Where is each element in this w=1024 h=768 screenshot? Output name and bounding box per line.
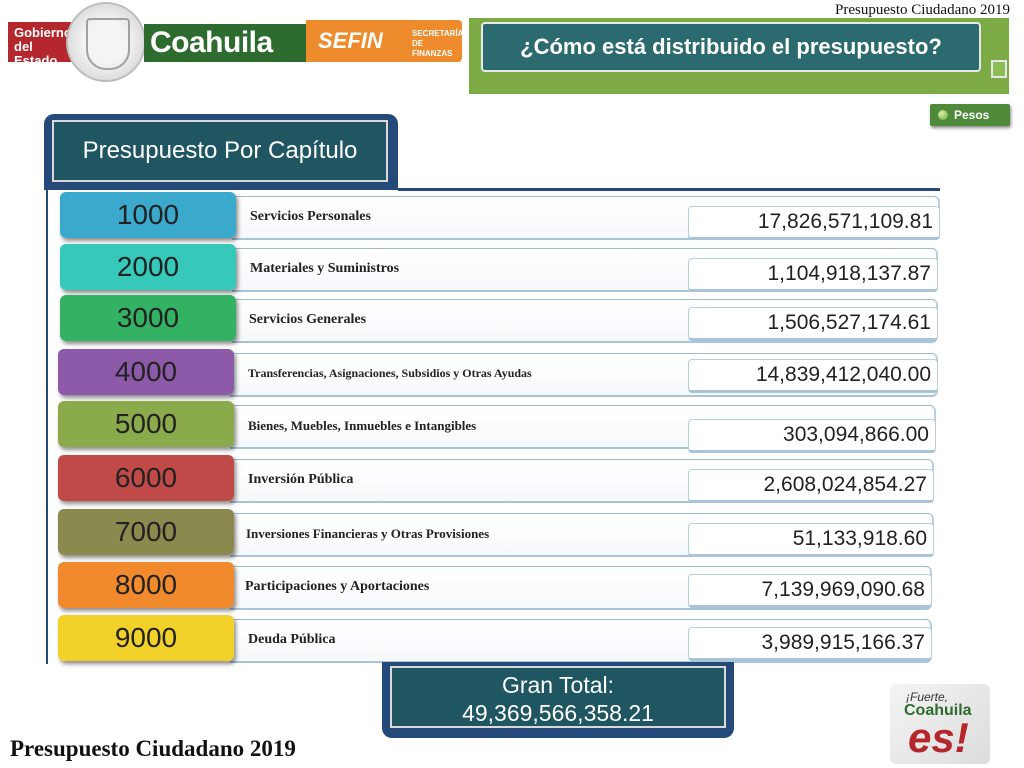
chapter-amount: 1,506,527,174.61 (688, 307, 938, 341)
grand-total-box: Gran Total: 49,369,566,358.21 (390, 666, 726, 728)
chapter-label: Servicios Personales (250, 209, 371, 224)
chapter-code: 6000 (58, 455, 234, 501)
chapter-label: Inversiones Financieras y Otras Provisio… (246, 526, 490, 541)
budget-row: 3000 Servicios Generales 1,506,527,174.61 (0, 295, 1024, 345)
panel-left-border (46, 184, 48, 664)
chapter-code: 9000 (58, 615, 234, 661)
fuerte-logo-line1: ¡Fuerte, (906, 690, 949, 704)
chapter-code: 7000 (58, 509, 234, 555)
question-text: ¿Cómo está distribuido el presupuesto? (481, 22, 981, 72)
budget-row: 8000 Participaciones y Aportaciones 7,139,… (0, 562, 1024, 612)
chapter-label: Inversión Pública (248, 472, 354, 487)
chapter-label: Servicios Generales (249, 312, 367, 327)
fuerte-logo-background (890, 684, 990, 764)
chapter-amount: 14,839,412,040.00 (688, 359, 938, 393)
fuerte-logo-line3: es! (908, 714, 969, 761)
chapter-code: 3000 (60, 295, 236, 341)
grand-total-tab: Gran Total: 49,369,566,358.21 (382, 662, 734, 738)
budget-row: 9000 Deuda Pública 3,989,915,166.37 (0, 615, 1024, 665)
pesos-button-label: Pesos (954, 108, 990, 122)
pesos-button[interactable]: Pesos (930, 104, 1010, 126)
chapter-label: Deuda Pública (248, 632, 336, 647)
chapter-amount: 7,139,969,090.68 (688, 574, 932, 608)
chapter-amount: 1,104,918,137.87 (688, 258, 938, 292)
chapter-amount: 51,133,918.60 (688, 523, 934, 557)
chapter-code: 8000 (58, 562, 234, 608)
chapter-label: Participaciones y Aportaciones (245, 579, 430, 594)
top-page-title: Presupuesto Ciudadano 2019 (835, 2, 1010, 18)
sefin-logo: SEFIN SECRETARÍA DE FINANZAS (306, 20, 464, 62)
fuerte-logo-line2: Coahuila (904, 702, 972, 719)
budget-row: 1000 Servicios Personales 17,826,571,109.8… (0, 192, 1024, 242)
chapter-label: Materiales y Suministros (250, 261, 400, 276)
budget-row: 5000 Bienes, Muebles, Inmuebles e Intangi… (0, 401, 1024, 453)
bottom-page-title: Presupuesto Ciudadano 2019 (10, 736, 296, 761)
chapter-header-title: Presupuesto Por Capítulo (52, 120, 388, 182)
chapter-code: 4000 (58, 349, 234, 395)
grand-total-label: Gran Total: (501, 672, 615, 698)
chapter-amount: 17,826,571,109.81 (688, 206, 940, 240)
budget-row: 2000 Materiales y Suministros 1,104,918,13… (0, 244, 1024, 294)
chapter-code: 2000 (60, 244, 236, 290)
gobierno-del-estado-logo: Gobierno del Estado (8, 22, 72, 68)
chapter-code: 5000 (58, 401, 234, 447)
bullet-icon (938, 110, 948, 120)
fuerte-coahuila-logo: ¡Fuerte, Coahuila es! (890, 684, 990, 766)
budget-row: 7000 Inversiones Financieras y Otras Prov… (0, 509, 1024, 559)
chapter-label: Transferencias, Asignaciones, Subsidios … (248, 366, 532, 380)
chapter-header-tab: Presupuesto Por Capítulo (44, 114, 398, 190)
coahuila-coat-of-arms-icon (66, 2, 146, 82)
panel-top-border (398, 188, 940, 191)
chapter-label: Bienes, Muebles, Inmuebles e Intangibles (248, 418, 477, 433)
banner-corner (991, 60, 1007, 78)
coahuila-logo: Coahuila (144, 24, 306, 62)
sefin-logo-word: SEFIN (318, 28, 383, 53)
sefin-logo-subtitle: SECRETARÍA DE FINANZAS (412, 29, 464, 58)
question-banner: ¿Cómo está distribuido el presupuesto? (469, 18, 1009, 94)
budget-row: 6000 Inversión Pública 2,608,024,854.27 (0, 455, 1024, 505)
budget-row: 4000 Transferencias, Asignaciones, Subsid… (0, 349, 1024, 399)
chapter-amount: 3,989,915,166.37 (688, 627, 932, 661)
grand-total-value: 49,369,566,358.21 (462, 700, 654, 726)
chapter-amount: 303,094,866.00 (688, 419, 936, 453)
chapter-amount: 2,608,024,854.27 (688, 469, 934, 503)
chapter-code: 1000 (60, 192, 236, 238)
